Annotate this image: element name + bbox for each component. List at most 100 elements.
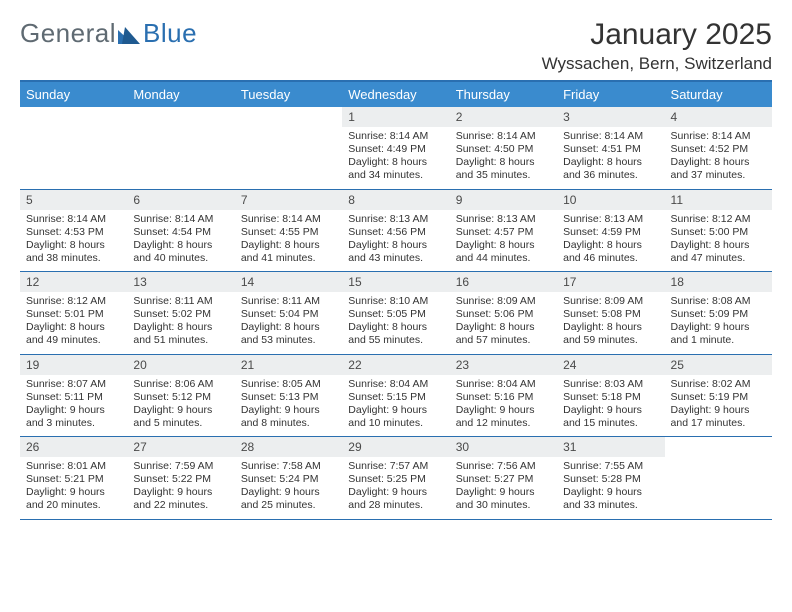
sunrise-line: Sunrise: 8:14 AM <box>456 130 536 142</box>
day-number: 4 <box>665 107 772 127</box>
sunset-line: Sunset: 5:24 PM <box>241 473 319 485</box>
day-details: Sunrise: 8:13 AMSunset: 4:57 PMDaylight:… <box>450 210 557 272</box>
day-cell-25: 25Sunrise: 8:02 AMSunset: 5:19 PMDayligh… <box>665 354 772 437</box>
dayname-wednesday: Wednesday <box>342 81 449 107</box>
sunrise-line: Sunrise: 7:55 AM <box>563 460 643 472</box>
day-number: 20 <box>127 355 234 375</box>
day-number: 17 <box>557 272 664 292</box>
day-number: 23 <box>450 355 557 375</box>
day-details: Sunrise: 8:06 AMSunset: 5:12 PMDaylight:… <box>127 375 234 437</box>
day-details: Sunrise: 7:57 AMSunset: 5:25 PMDaylight:… <box>342 457 449 519</box>
daylight-line: Daylight: 8 hoursand 36 minutes. <box>563 156 642 181</box>
day-number: 3 <box>557 107 664 127</box>
header: General Blue January 2025 Wyssachen, Ber… <box>20 18 772 74</box>
day-number: 19 <box>20 355 127 375</box>
day-details: Sunrise: 8:09 AMSunset: 5:08 PMDaylight:… <box>557 292 664 354</box>
day-details: Sunrise: 8:08 AMSunset: 5:09 PMDaylight:… <box>665 292 772 354</box>
daylight-line: Daylight: 9 hoursand 33 minutes. <box>563 486 642 511</box>
calendar-head: SundayMondayTuesdayWednesdayThursdayFrid… <box>20 81 772 107</box>
day-cell-30: 30Sunrise: 7:56 AMSunset: 5:27 PMDayligh… <box>450 437 557 520</box>
sunrise-line: Sunrise: 8:13 AM <box>563 213 643 225</box>
logo-text-blue: Blue <box>143 18 197 49</box>
daylight-line: Daylight: 9 hoursand 22 minutes. <box>133 486 212 511</box>
sunrise-line: Sunrise: 8:09 AM <box>456 295 536 307</box>
day-number: 5 <box>20 190 127 210</box>
daylight-line: Daylight: 9 hoursand 28 minutes. <box>348 486 427 511</box>
day-number: 24 <box>557 355 664 375</box>
day-details: Sunrise: 8:12 AMSunset: 5:01 PMDaylight:… <box>20 292 127 354</box>
day-cell-3: 3Sunrise: 8:14 AMSunset: 4:51 PMDaylight… <box>557 107 664 189</box>
logo: General Blue <box>20 18 197 49</box>
dayname-thursday: Thursday <box>450 81 557 107</box>
day-cell-18: 18Sunrise: 8:08 AMSunset: 5:09 PMDayligh… <box>665 272 772 355</box>
daylight-line: Daylight: 8 hoursand 46 minutes. <box>563 239 642 264</box>
day-cell-empty <box>20 107 127 189</box>
day-cell-19: 19Sunrise: 8:07 AMSunset: 5:11 PMDayligh… <box>20 354 127 437</box>
day-number: 16 <box>450 272 557 292</box>
sunrise-line: Sunrise: 8:08 AM <box>671 295 751 307</box>
week-row: 5Sunrise: 8:14 AMSunset: 4:53 PMDaylight… <box>20 189 772 272</box>
day-number: 31 <box>557 437 664 457</box>
sunrise-line: Sunrise: 8:14 AM <box>133 213 213 225</box>
sunrise-line: Sunrise: 8:12 AM <box>671 213 751 225</box>
day-number: 26 <box>20 437 127 457</box>
day-number: 2 <box>450 107 557 127</box>
daylight-line: Daylight: 9 hoursand 25 minutes. <box>241 486 320 511</box>
sunrise-line: Sunrise: 8:02 AM <box>671 378 751 390</box>
sunset-line: Sunset: 5:15 PM <box>348 391 426 403</box>
day-cell-empty <box>665 437 772 520</box>
sunset-line: Sunset: 5:27 PM <box>456 473 534 485</box>
dayname-tuesday: Tuesday <box>235 81 342 107</box>
calendar-table: SundayMondayTuesdayWednesdayThursdayFrid… <box>20 80 772 520</box>
sunset-line: Sunset: 4:56 PM <box>348 226 426 238</box>
day-cell-empty <box>127 107 234 189</box>
day-details: Sunrise: 8:14 AMSunset: 4:52 PMDaylight:… <box>665 127 772 189</box>
dayname-saturday: Saturday <box>665 81 772 107</box>
day-cell-24: 24Sunrise: 8:03 AMSunset: 5:18 PMDayligh… <box>557 354 664 437</box>
dayname-sunday: Sunday <box>20 81 127 107</box>
daylight-line: Daylight: 8 hoursand 35 minutes. <box>456 156 535 181</box>
day-details: Sunrise: 8:14 AMSunset: 4:53 PMDaylight:… <box>20 210 127 272</box>
sunrise-line: Sunrise: 8:06 AM <box>133 378 213 390</box>
sunrise-line: Sunrise: 8:01 AM <box>26 460 106 472</box>
day-cell-14: 14Sunrise: 8:11 AMSunset: 5:04 PMDayligh… <box>235 272 342 355</box>
day-details: Sunrise: 8:05 AMSunset: 5:13 PMDaylight:… <box>235 375 342 437</box>
sunset-line: Sunset: 5:02 PM <box>133 308 211 320</box>
day-cell-6: 6Sunrise: 8:14 AMSunset: 4:54 PMDaylight… <box>127 189 234 272</box>
day-number: 10 <box>557 190 664 210</box>
day-number: 21 <box>235 355 342 375</box>
sunrise-line: Sunrise: 8:03 AM <box>563 378 643 390</box>
daylight-line: Daylight: 8 hoursand 34 minutes. <box>348 156 427 181</box>
week-row: 1Sunrise: 8:14 AMSunset: 4:49 PMDaylight… <box>20 107 772 189</box>
sunrise-line: Sunrise: 7:57 AM <box>348 460 428 472</box>
day-cell-11: 11Sunrise: 8:12 AMSunset: 5:00 PMDayligh… <box>665 189 772 272</box>
daylight-line: Daylight: 8 hoursand 44 minutes. <box>456 239 535 264</box>
sunrise-line: Sunrise: 7:58 AM <box>241 460 321 472</box>
day-details: Sunrise: 8:03 AMSunset: 5:18 PMDaylight:… <box>557 375 664 437</box>
daylight-line: Daylight: 8 hoursand 47 minutes. <box>671 239 750 264</box>
day-cell-9: 9Sunrise: 8:13 AMSunset: 4:57 PMDaylight… <box>450 189 557 272</box>
sunset-line: Sunset: 4:49 PM <box>348 143 426 155</box>
sunrise-line: Sunrise: 8:05 AM <box>241 378 321 390</box>
day-cell-16: 16Sunrise: 8:09 AMSunset: 5:06 PMDayligh… <box>450 272 557 355</box>
sunset-line: Sunset: 4:53 PM <box>26 226 104 238</box>
sunrise-line: Sunrise: 7:59 AM <box>133 460 213 472</box>
daylight-line: Daylight: 9 hoursand 30 minutes. <box>456 486 535 511</box>
daylight-line: Daylight: 9 hoursand 10 minutes. <box>348 404 427 429</box>
sunset-line: Sunset: 5:13 PM <box>241 391 319 403</box>
sunset-line: Sunset: 5:01 PM <box>26 308 104 320</box>
day-number: 22 <box>342 355 449 375</box>
day-details: Sunrise: 8:14 AMSunset: 4:49 PMDaylight:… <box>342 127 449 189</box>
sunset-line: Sunset: 4:51 PM <box>563 143 641 155</box>
day-number: 1 <box>342 107 449 127</box>
sunrise-line: Sunrise: 7:56 AM <box>456 460 536 472</box>
sunset-line: Sunset: 5:21 PM <box>26 473 104 485</box>
day-cell-7: 7Sunrise: 8:14 AMSunset: 4:55 PMDaylight… <box>235 189 342 272</box>
location-label: Wyssachen, Bern, Switzerland <box>542 54 772 74</box>
day-number: 18 <box>665 272 772 292</box>
day-details: Sunrise: 8:07 AMSunset: 5:11 PMDaylight:… <box>20 375 127 437</box>
sunrise-line: Sunrise: 8:14 AM <box>26 213 106 225</box>
sunset-line: Sunset: 4:54 PM <box>133 226 211 238</box>
day-details: Sunrise: 8:09 AMSunset: 5:06 PMDaylight:… <box>450 292 557 354</box>
sunrise-line: Sunrise: 8:09 AM <box>563 295 643 307</box>
